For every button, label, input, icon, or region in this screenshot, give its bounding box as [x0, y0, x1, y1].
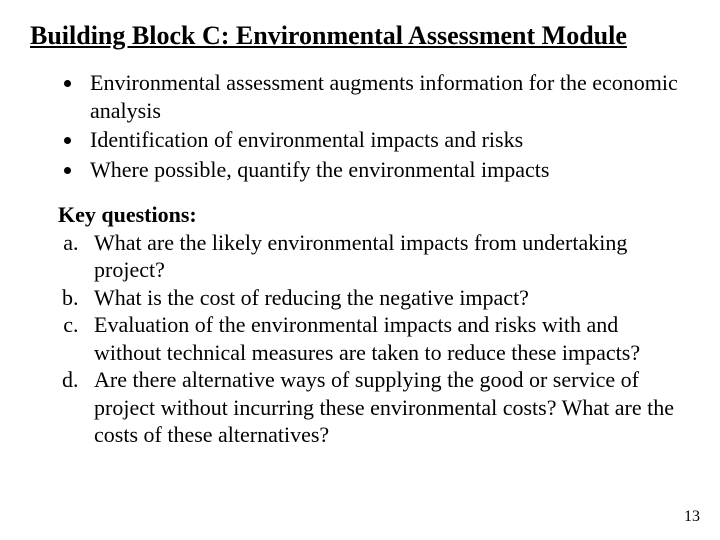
question-item: Are there alternative ways of supplying …	[84, 366, 690, 449]
key-questions-label: Key questions:	[30, 201, 690, 229]
page-number: 13	[684, 508, 700, 526]
slide: Building Block C: Environmental Assessme…	[0, 0, 720, 540]
slide-title: Building Block C: Environmental Assessme…	[30, 20, 690, 51]
question-item: Evaluation of the environmental impacts …	[84, 311, 690, 366]
question-item: What are the likely environmental impact…	[84, 229, 690, 284]
bullet-list: Environmental assessment augments inform…	[30, 69, 690, 183]
bullet-item: Identification of environmental impacts …	[84, 126, 690, 154]
bullet-item: Environmental assessment augments inform…	[84, 69, 690, 124]
question-list: What are the likely environmental impact…	[30, 229, 690, 449]
question-item: What is the cost of reducing the negativ…	[84, 284, 690, 312]
bullet-item: Where possible, quantify the environment…	[84, 156, 690, 184]
